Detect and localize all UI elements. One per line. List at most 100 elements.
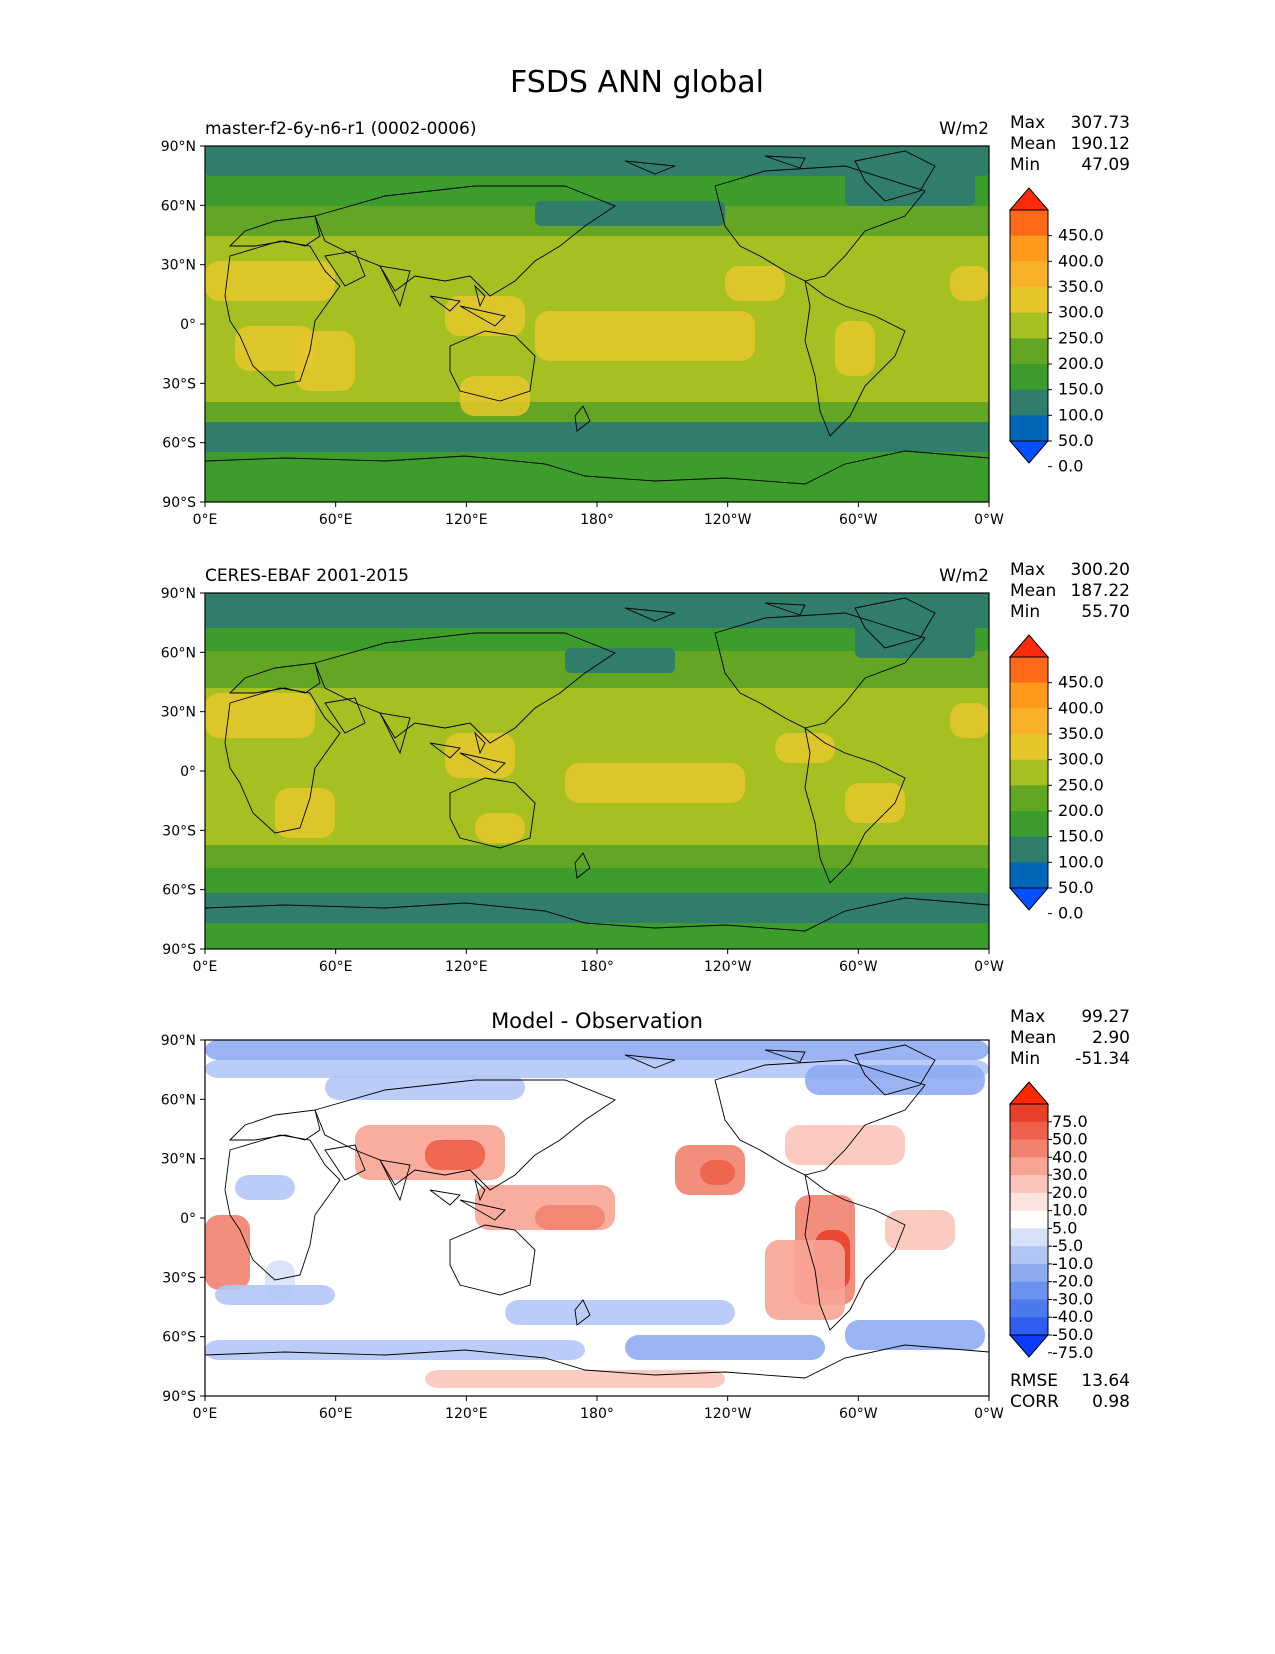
- lon-tick-label: 120°W: [704, 959, 752, 975]
- colorbar-bin: [1010, 811, 1048, 838]
- colorbar-bin: [1010, 1246, 1048, 1265]
- footer-stat-value: 13.64: [1081, 1371, 1130, 1391]
- coastline: [714, 1059, 926, 1176]
- lat-tick-label: 90°N: [161, 586, 196, 602]
- lat-tick-label: 30°N: [161, 258, 196, 274]
- colorbar-tick-label: 200.0: [1058, 801, 1104, 820]
- lon-tick-label: 180°: [580, 512, 614, 528]
- lat-tick-label: 60°N: [161, 198, 196, 214]
- lon-tick-label: 0°E: [193, 959, 218, 975]
- coastline: [228, 662, 321, 694]
- coastline: [804, 726, 906, 884]
- coastline: [314, 1079, 616, 1191]
- colorbar-tick-label: -5.0: [1052, 1236, 1083, 1255]
- coastline: [224, 687, 341, 834]
- colorbar-tick-label: 30.0: [1052, 1165, 1088, 1184]
- contour-patch: [855, 618, 975, 658]
- lon-tick-label: 180°: [580, 1406, 614, 1422]
- colorbar-bin: [1010, 1263, 1048, 1283]
- contour-patch: [535, 311, 755, 361]
- coastline: [228, 1109, 321, 1141]
- lon-tick-label: 0°E: [193, 1406, 218, 1422]
- contour-patch: [565, 763, 745, 803]
- contour-patch: [205, 1215, 250, 1290]
- colorbar-bin: [1010, 682, 1048, 709]
- coastline: [854, 597, 936, 649]
- lat-tick-label: 90°S: [162, 1389, 196, 1405]
- colorbar-tick-label: -20.0: [1052, 1272, 1093, 1291]
- stat-label: Min: [1010, 155, 1040, 175]
- contour-patch: [235, 1175, 295, 1200]
- lon-tick-label: 120°E: [445, 1406, 488, 1422]
- colorbar-bin: [1010, 1228, 1048, 1247]
- lat-tick-label: 60°S: [162, 883, 196, 899]
- colorbar-tick-label: 50.0: [1058, 431, 1094, 450]
- coastline: [449, 777, 536, 849]
- panel-diff: 90°N 60°N 30°N 0° 30°S 60°S 90°S0°E 60°E 120°E 18…: [161, 1007, 1130, 1422]
- lon-tick-label: 60°W: [839, 1406, 878, 1422]
- coastline: [854, 150, 936, 202]
- contour-patch: [205, 1060, 989, 1078]
- colorbar-tick-label: 40.0: [1052, 1147, 1088, 1166]
- stat-value: 55.70: [1081, 602, 1130, 622]
- colorbar-bin: [1010, 734, 1048, 761]
- colorbar-bin: [1010, 785, 1048, 812]
- coastline: [205, 1344, 989, 1379]
- contour-band: [205, 845, 989, 868]
- lon-tick-label: 60°W: [839, 959, 878, 975]
- coastline: [314, 185, 616, 297]
- colorbar-frame: [1009, 1103, 1049, 1336]
- contour-patch: [425, 1370, 725, 1388]
- colorbar-bin: [1010, 210, 1048, 237]
- contour-patch: [535, 201, 725, 226]
- contour-patch: [835, 321, 875, 376]
- stat-value: 2.90: [1092, 1028, 1130, 1048]
- map-model: [205, 146, 989, 502]
- coastline: [714, 612, 926, 729]
- coastline: [804, 1173, 906, 1331]
- contour-patch: [725, 266, 785, 301]
- colorbar-bin: [1010, 1175, 1048, 1194]
- contour-patch: [445, 733, 515, 778]
- colorbar-tick-label: 150.0: [1058, 380, 1104, 399]
- contour-band: [205, 236, 989, 266]
- lat-tick-label: 90°S: [162, 942, 196, 958]
- colorbar-bin: [1010, 287, 1048, 314]
- colorbar-tick-label: -10.0: [1052, 1254, 1093, 1273]
- coastline: [804, 279, 906, 437]
- colorbar-bin: [1010, 364, 1048, 391]
- lat-tick-label: 60°N: [161, 1092, 196, 1108]
- stat-value: 300.20: [1071, 560, 1130, 580]
- colorbar-frame: [1009, 209, 1049, 442]
- coastline: [324, 1144, 411, 1202]
- contour-patch: [845, 783, 905, 823]
- colorbar-tick-label: 50.0: [1052, 1130, 1088, 1149]
- stat-value: 47.09: [1081, 155, 1130, 175]
- contour-band: [205, 628, 989, 651]
- stat-label: Min: [1010, 1049, 1040, 1069]
- stat-value: 99.27: [1081, 1007, 1130, 1027]
- lat-tick-label: 0°: [180, 317, 196, 333]
- contour-patch: [475, 813, 525, 843]
- colorbar-tick-label: 350.0: [1058, 724, 1104, 743]
- lat-tick-label: 60°N: [161, 645, 196, 661]
- lon-tick-label: 60°E: [319, 512, 353, 528]
- contour-patch: [765, 1240, 845, 1320]
- coastline: [624, 155, 806, 175]
- lon-tick-label: 120°W: [704, 512, 752, 528]
- contour-band: [205, 402, 989, 422]
- colorbar-tick-label: 100.0: [1058, 405, 1104, 424]
- stat-label: Max: [1010, 1007, 1045, 1027]
- lon-tick-label: 60°E: [319, 1406, 353, 1422]
- colorbar-bin: [1010, 1157, 1048, 1176]
- footer-stat-value: 0.98: [1092, 1392, 1130, 1412]
- contour-patch: [505, 1300, 735, 1325]
- colorbar-tick-label: 50.0: [1058, 878, 1094, 897]
- stat-value: -51.34: [1075, 1049, 1130, 1069]
- colorbar-tick-label: 20.0: [1052, 1183, 1088, 1202]
- contour-patch: [565, 648, 675, 673]
- colorbar-tick-label: 400.0: [1058, 251, 1104, 270]
- contour-patch: [295, 331, 355, 391]
- lon-tick-label: 60°W: [839, 512, 878, 528]
- contour-patch: [215, 1285, 335, 1305]
